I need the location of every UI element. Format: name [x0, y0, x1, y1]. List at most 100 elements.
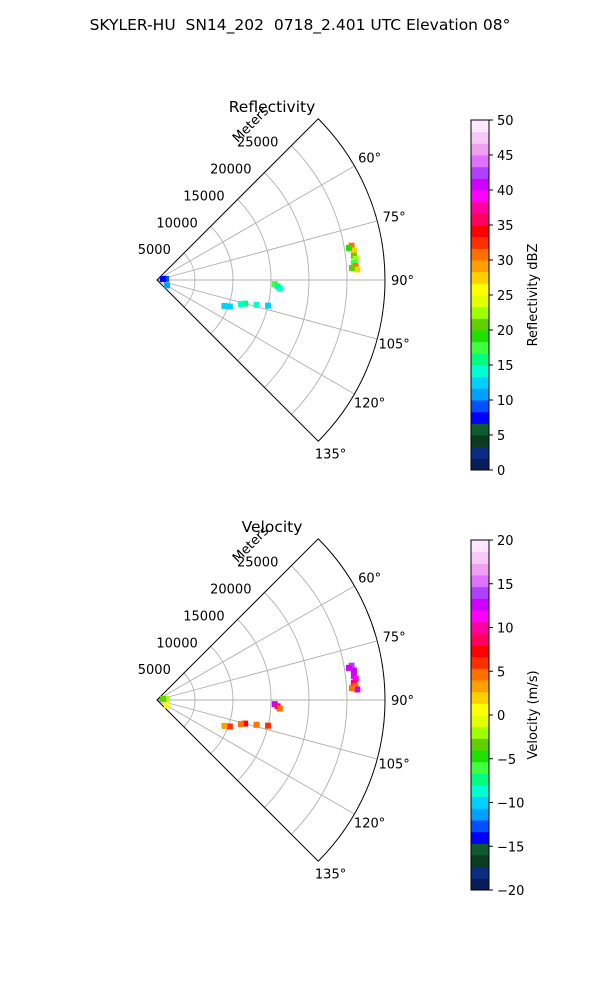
colorbar-segment [471, 213, 489, 226]
colorbar-segment [471, 855, 489, 868]
echo-pixel [345, 244, 352, 251]
colorbar-tick-label: 5 [497, 665, 505, 680]
echo-pixel [226, 723, 233, 730]
panel-reflectivity: 60° 75° 90° 105° 120° 135° 5000 10000 15000 20000… [138, 98, 541, 479]
echo-pixel [159, 275, 166, 282]
r-tick-label: 10000 [156, 216, 197, 231]
colorbar-segment [471, 400, 489, 413]
colorbar-segment [471, 155, 489, 168]
sector-outline [156, 538, 386, 862]
echo-pixel [159, 695, 166, 702]
colorbar-segment [471, 656, 489, 669]
echo-pixel [265, 302, 272, 309]
colorbar-label: Reflectivity dBZ [526, 244, 541, 347]
colorbar-segment [471, 411, 489, 424]
echo-pixel [164, 702, 171, 709]
r-tick-label: 15000 [183, 609, 224, 624]
colorbar-tick-label: 10 [497, 622, 514, 637]
colorbar-segment [471, 190, 489, 203]
colorbar-segment [471, 633, 489, 646]
grid-spoke [156, 279, 355, 395]
colorbar-tick-label: 15 [497, 578, 514, 593]
colorbar-segment [471, 271, 489, 284]
echo-pixel [163, 275, 170, 282]
panel-velocity: 60° 75° 90° 105° 120° 135° 5000 10000 15000 20000… [138, 518, 541, 899]
colorbar-segment [471, 376, 489, 389]
colorbar-tick-label: 5 [497, 429, 505, 444]
sector-outline [156, 118, 386, 442]
echo-pixel [350, 252, 357, 259]
grid-spoke [156, 279, 378, 340]
echo-pixel [348, 685, 355, 692]
panel-title: Reflectivity [229, 98, 316, 116]
colorbar-segment [471, 341, 489, 354]
colorbar-tick-label: −10 [497, 797, 524, 812]
colorbar-segment [471, 680, 489, 693]
echo-pixel [163, 695, 170, 702]
colorbar-segment [471, 178, 489, 191]
theta-tick-label: 75° [383, 210, 406, 225]
colorbar-segment [471, 143, 489, 156]
colorbar-segment [471, 575, 489, 588]
r-tick-label: 5000 [138, 243, 171, 258]
colorbar-segment [471, 866, 489, 879]
colorbar-segment [471, 586, 489, 599]
colorbar-segment [471, 808, 489, 821]
colorbar-segment [471, 201, 489, 214]
colorbar-segment [471, 610, 489, 623]
colorbar-segment [471, 283, 489, 296]
colorbar-segment [471, 645, 489, 658]
grid-spoke [156, 640, 378, 701]
colorbar-segment [471, 621, 489, 634]
colorbar-tick-label: 0 [497, 464, 505, 479]
r-tick-label: 20000 [210, 583, 251, 598]
echo-pixel [253, 301, 260, 308]
colorbar-segment [471, 703, 489, 716]
colorbar-tick-label: −15 [497, 840, 524, 855]
colorbar-tick-label: 45 [497, 149, 514, 164]
colorbar-segment [471, 248, 489, 261]
colorbar-tick-label: 30 [497, 254, 514, 269]
colorbar-tick-label: −5 [497, 753, 516, 768]
colorbar-segment [471, 353, 489, 366]
colorbar-segment [471, 831, 489, 844]
echo-pixel [348, 265, 355, 272]
colorbar-segment [471, 750, 489, 763]
grid-spoke [156, 699, 355, 815]
colorbar-segment [471, 225, 489, 238]
echo-pixel [350, 672, 357, 679]
colorbar-segment [471, 295, 489, 308]
colorbar-segment [471, 306, 489, 319]
echo-pixel [350, 259, 357, 266]
colorbar-tick-label: 25 [497, 289, 514, 304]
colorbar-segment [471, 388, 489, 401]
colorbar-segment [471, 435, 489, 448]
colorbar-tick-label: −20 [497, 884, 524, 899]
colorbar-tick-label: 20 [497, 324, 514, 339]
echo-pixel [265, 722, 272, 729]
colorbar-segment [471, 166, 489, 179]
theta-tick-label: 120° [354, 397, 385, 412]
colorbar-label: Velocity (m/s) [526, 670, 541, 759]
r-tick-label: 5000 [138, 663, 171, 678]
theta-tick-label: 135° [315, 448, 346, 463]
echo-pixel [354, 686, 361, 693]
echo-pixel [352, 683, 359, 690]
colorbar-segment [471, 446, 489, 459]
colorbar-segment [471, 878, 489, 891]
grid-spoke [156, 165, 355, 281]
colorbar-segment [471, 236, 489, 249]
colorbar-segment [471, 423, 489, 436]
theta-tick-label: 90° [391, 274, 414, 289]
grid-spoke [156, 220, 378, 281]
colorbar-tick-label: 50 [497, 114, 514, 129]
echo-pixel [253, 721, 260, 728]
colorbar-tick-label: 0 [497, 709, 505, 724]
echo-pixel [276, 705, 283, 712]
echo-pixel [221, 302, 228, 309]
echo-pixel [242, 720, 249, 727]
echo-pixel [352, 676, 359, 683]
colorbar-segment [471, 785, 489, 798]
